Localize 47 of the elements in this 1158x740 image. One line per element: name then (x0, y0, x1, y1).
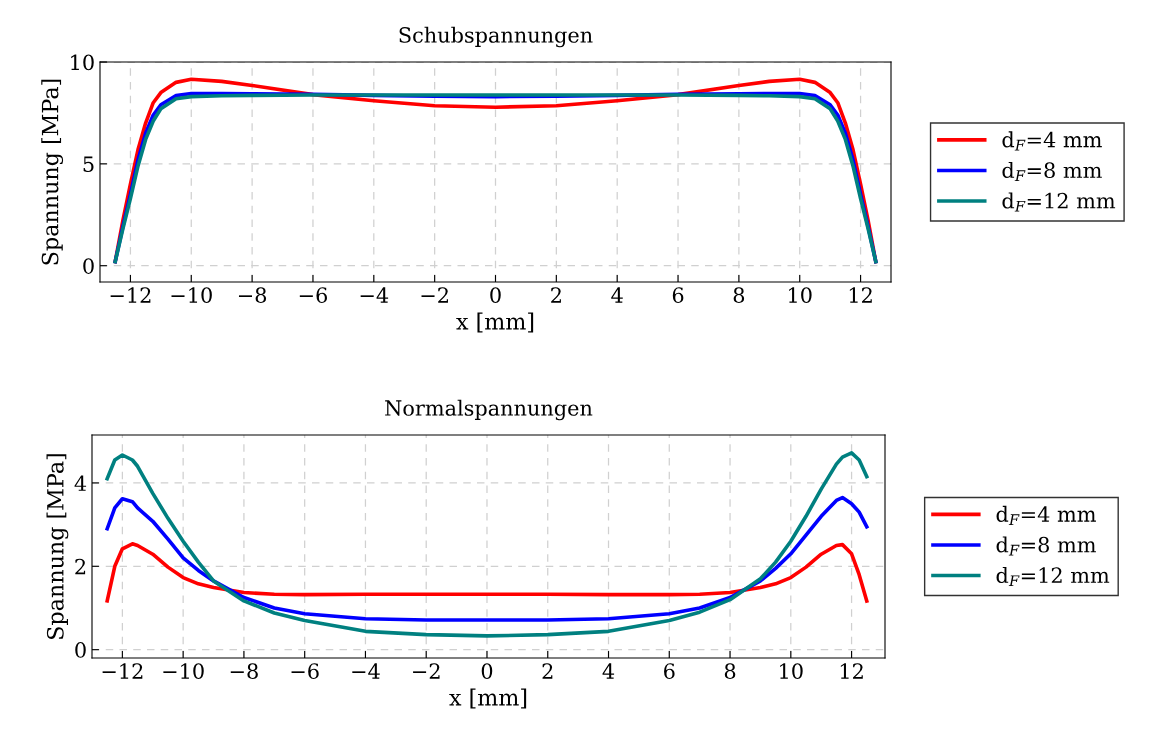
x-tick-label: 0 (481, 663, 493, 679)
x-tick-label: 6 (664, 663, 675, 679)
y-tick-label: 0 (83, 258, 94, 274)
x-tick-label: 4 (602, 663, 615, 679)
x-tick-label: −4 (352, 663, 380, 679)
y-axis-title: Spannung [MPa] (41, 79, 64, 265)
x-tick-label: 0 (490, 287, 501, 303)
x-tick-label: 6 (672, 287, 684, 303)
x-tick-label: −8 (230, 663, 258, 679)
line-series (105, 495, 869, 622)
y-tick-label: 2 (75, 558, 86, 575)
legend-label: d$_{F}$=4 mm (1002, 131, 1102, 151)
x-tick-label: −6 (291, 663, 319, 679)
x-tick-label: −6 (299, 287, 327, 303)
line-series (105, 451, 869, 638)
x-tick-label: 10 (789, 287, 812, 303)
y-tick-label: 4 (74, 475, 87, 491)
x-tick-label: −8 (238, 287, 267, 303)
y-tick-label: 10 (71, 54, 94, 71)
x-tick-label: −4 (360, 287, 389, 303)
x-tick-label: 12 (840, 663, 863, 679)
x-tick-label: 4 (611, 287, 623, 303)
y-axis-title: Spannung [MPa] (46, 454, 69, 639)
x-tick-label: 2 (542, 663, 553, 679)
x-tick-label: 8 (733, 287, 745, 303)
y-tick-label: 5 (83, 156, 94, 173)
y-tick-label: 0 (75, 642, 86, 658)
legend-label: d$_{F}$=12 mm (996, 566, 1110, 587)
x-tick-label: −2 (413, 663, 440, 679)
x-tick-label: −10 (171, 287, 212, 303)
line-series (105, 541, 869, 603)
x-tick-label: −2 (421, 287, 448, 303)
chart-title: Schubspannungen (399, 26, 593, 48)
legend-label: d$_{F}$=12 mm (1002, 192, 1116, 212)
x-tick-label: 12 (849, 287, 872, 303)
chart-title: Normalspannungen (385, 399, 593, 421)
x-axis-title: x [mm] (449, 688, 527, 709)
x-tick-label: −10 (163, 663, 204, 679)
legend-label: d$_{F}$=4 mm (996, 505, 1096, 525)
x-tick-label: 10 (780, 663, 803, 679)
x-axis-title: x [mm] (456, 312, 534, 333)
x-tick-label: −12 (102, 663, 143, 679)
x-tick-label: 8 (724, 663, 736, 679)
x-tick-label: 2 (551, 287, 561, 303)
legend-label: d$_{F}$=8 mm (1002, 161, 1102, 181)
x-tick-label: −12 (110, 287, 151, 303)
legend-label: d$_{F}$=8 mm (996, 536, 1096, 556)
